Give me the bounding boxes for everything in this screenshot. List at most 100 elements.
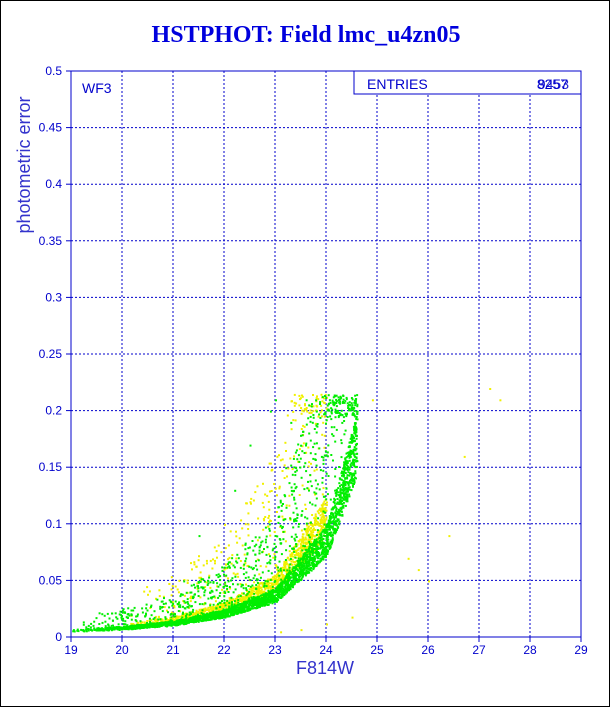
data-point — [354, 428, 357, 431]
data-point — [348, 474, 351, 477]
data-point — [306, 558, 308, 560]
data-point — [301, 510, 304, 513]
data-point — [234, 602, 237, 604]
data-point — [301, 559, 304, 562]
data-point — [309, 452, 312, 455]
data-point — [215, 607, 218, 610]
data-point — [301, 546, 304, 549]
data-point — [335, 402, 338, 404]
data-point — [199, 609, 202, 612]
data-point — [185, 615, 187, 617]
data-point — [270, 590, 273, 593]
data-point — [198, 576, 201, 579]
data-point — [345, 398, 348, 401]
data-point — [342, 395, 345, 397]
data-point — [352, 463, 355, 466]
data-point — [344, 488, 347, 490]
data-point — [174, 621, 177, 624]
data-point — [342, 398, 345, 401]
data-point — [274, 487, 277, 490]
data-point — [148, 590, 151, 593]
data-point — [355, 435, 358, 437]
data-point — [159, 618, 162, 621]
data-point — [340, 510, 343, 513]
data-point — [346, 493, 348, 496]
data-point — [293, 404, 296, 407]
data-point — [281, 592, 284, 595]
stats-label: ENTRIES — [367, 76, 428, 92]
data-point — [169, 619, 172, 622]
data-point — [160, 620, 163, 623]
data-point — [273, 483, 276, 485]
data-point — [258, 549, 261, 552]
data-point — [259, 592, 262, 595]
data-point — [82, 621, 85, 624]
data-point — [247, 528, 250, 530]
data-point — [284, 578, 286, 581]
data-point — [235, 608, 237, 611]
data-point — [177, 591, 180, 594]
data-point — [108, 626, 111, 629]
data-point — [93, 620, 96, 623]
data-point — [262, 482, 264, 485]
data-point — [325, 407, 328, 410]
data-point — [275, 576, 278, 578]
data-point — [327, 444, 330, 447]
data-point — [298, 572, 301, 575]
data-point — [281, 589, 284, 592]
data-point — [330, 426, 333, 429]
data-point — [334, 492, 337, 494]
data-point — [321, 541, 324, 544]
data-point — [215, 574, 218, 577]
data-point — [124, 620, 127, 623]
data-point — [353, 401, 356, 404]
data-point — [308, 567, 311, 570]
data-point — [203, 580, 206, 583]
data-point — [309, 480, 312, 483]
data-point — [212, 615, 214, 617]
data-point — [333, 502, 336, 504]
data-point — [267, 525, 270, 528]
data-point — [355, 452, 358, 455]
data-point — [349, 465, 352, 468]
data-point — [342, 416, 345, 419]
data-point — [216, 585, 219, 588]
data-point — [213, 607, 216, 610]
data-point — [304, 550, 307, 553]
data-point — [285, 504, 288, 507]
data-point — [319, 403, 321, 405]
data-point — [144, 622, 147, 625]
data-point — [237, 611, 240, 614]
data-point — [339, 502, 342, 505]
data-point — [320, 558, 323, 561]
data-point — [333, 497, 336, 500]
data-point — [186, 582, 189, 584]
data-point — [309, 439, 312, 442]
data-point — [260, 581, 263, 584]
data-point — [284, 564, 287, 567]
data-point — [183, 594, 186, 597]
data-point — [282, 538, 285, 541]
data-point — [188, 621, 190, 624]
data-point — [307, 480, 309, 483]
data-point — [314, 504, 317, 507]
data-point — [309, 559, 312, 562]
data-point — [185, 619, 188, 622]
data-point — [316, 545, 319, 548]
data-point — [234, 489, 237, 492]
data-point — [192, 621, 195, 624]
data-point — [279, 569, 282, 572]
data-point — [97, 627, 100, 630]
data-point — [263, 595, 266, 598]
data-point — [282, 574, 285, 577]
data-point — [308, 432, 311, 435]
data-point — [156, 598, 159, 601]
data-point — [95, 617, 98, 620]
data-point — [203, 603, 206, 606]
data-point — [351, 479, 354, 482]
data-point — [305, 565, 308, 568]
data-point — [301, 395, 304, 398]
data-point — [185, 616, 188, 619]
data-point — [309, 553, 312, 555]
data-point — [252, 549, 255, 552]
